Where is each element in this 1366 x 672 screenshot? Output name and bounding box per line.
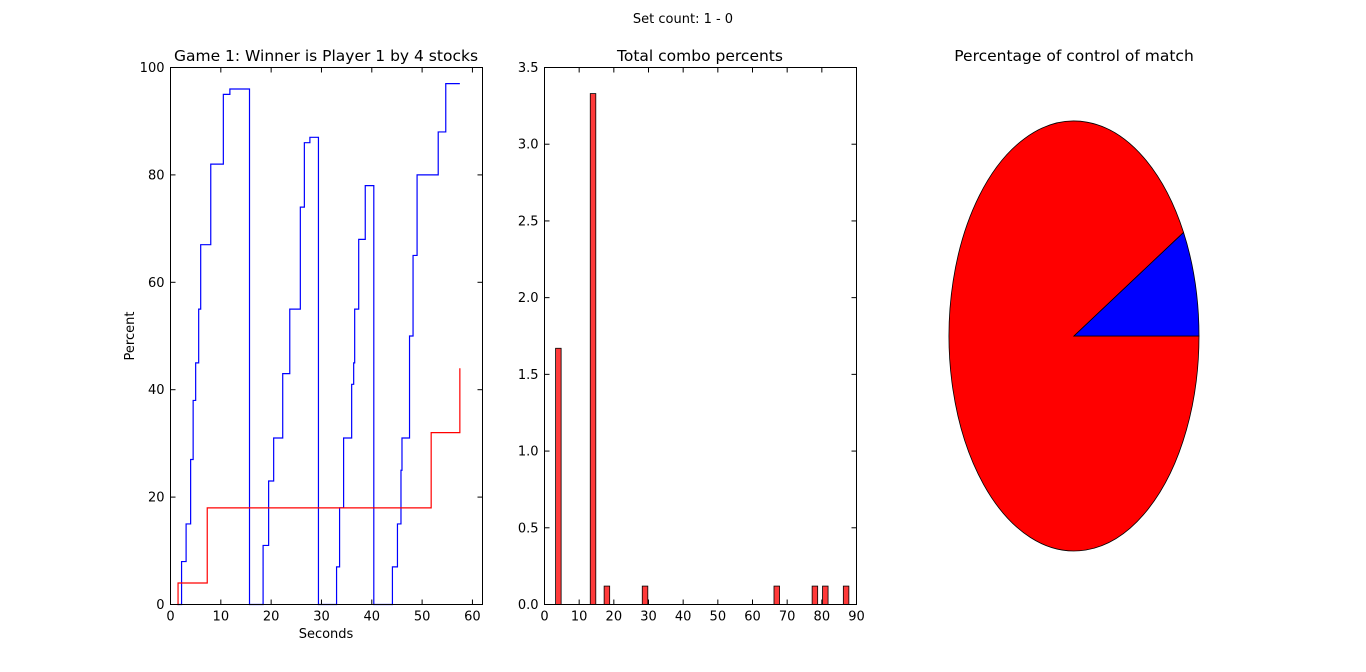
- line-chart-ticks: 0 10 20 30 40 50 60 0 20 40 60 80 100: [140, 61, 483, 625]
- pie-chart-slices-group: [948, 120, 1200, 552]
- bar-chart-y-tick-label: 1.5: [518, 368, 539, 383]
- line-chart-x-tick-label: 30: [313, 610, 330, 625]
- combo-bar: [773, 585, 780, 605]
- bar-chart-x-tick-label: 30: [640, 610, 657, 625]
- combo-bar: [811, 585, 819, 605]
- bar-chart-x-tick-label: 50: [710, 610, 727, 625]
- line-chart-y-tick-label: 0: [156, 598, 164, 613]
- line-chart-title: Game 1: Winner is Player 1 by 4 stocks: [174, 47, 478, 65]
- line-chart-x-tick-label: 50: [414, 610, 431, 625]
- line-chart-x-tick-label: 10: [213, 610, 230, 625]
- line-chart-y-tick-label: 100: [140, 61, 165, 76]
- bar-chart-axes-frame: [544, 67, 857, 605]
- line-chart-axes-frame: [170, 67, 483, 605]
- bar-chart-title: Total combo percents: [616, 47, 783, 65]
- pie-slice-1: [948, 120, 1200, 552]
- line-chart-x-tick-label: 40: [364, 610, 381, 625]
- percent-line-chart: Game 1: Winner is Player 1 by 4 stocks S…: [123, 47, 483, 642]
- control-pie-chart: Percentage of control of match: [948, 47, 1200, 552]
- bar-chart-x-tick-label: 0: [540, 610, 548, 625]
- line-chart-x-axis-label: Seconds: [299, 627, 354, 642]
- figure-suptitle: Set count: 1 - 0: [633, 12, 733, 27]
- bar-chart-x-tick-label: 70: [779, 610, 796, 625]
- bar-chart-y-tick-label: 0.0: [518, 598, 539, 613]
- bar-chart-x-tick-label: 20: [606, 610, 623, 625]
- line-chart-x-tick-label: 20: [263, 610, 280, 625]
- line-chart-series-group: [177, 83, 461, 606]
- bar-chart-y-tick-label: 1.0: [518, 445, 539, 460]
- line-chart-y-tick-label: 40: [148, 383, 165, 398]
- line-chart-x-tick-label: 60: [464, 610, 481, 625]
- line-chart-y-tick-label: 20: [148, 491, 165, 506]
- combo-bar: [589, 93, 597, 605]
- combo-bar: [641, 585, 649, 605]
- pie-slice-2: [1072, 231, 1200, 337]
- line-series-2: [177, 368, 461, 606]
- bar-chart-ticks: 0 10 20 30 40 50 60 70 80 90 0.0 0.5 1.0 1.5 2.0 2.5 3.0…: [518, 61, 865, 625]
- bar-chart-y-tick-label: 3.5: [518, 61, 539, 76]
- line-series-1: [178, 83, 460, 606]
- bar-chart-x-tick-label: 80: [814, 610, 831, 625]
- bar-chart-y-tick-label: 2.0: [518, 291, 539, 306]
- combo-bar-chart: Total combo percents 0 10 20 30 40 50 60 70 80 90…: [518, 47, 865, 625]
- bar-chart-x-tick-label: 10: [571, 610, 588, 625]
- line-chart-x-tick-label: 0: [166, 610, 174, 625]
- bar-chart-y-tick-label: 3.0: [518, 138, 539, 153]
- bar-chart-y-tick-label: 0.5: [518, 521, 539, 536]
- pie-chart-title: Percentage of control of match: [954, 47, 1194, 65]
- bar-chart-x-tick-label: 90: [848, 610, 865, 625]
- bar-chart-x-tick-label: 60: [744, 610, 761, 625]
- line-chart-y-tick-label: 60: [148, 276, 165, 291]
- line-chart-y-axis-label: Percent: [123, 312, 138, 361]
- combo-bar: [555, 347, 562, 605]
- combo-bar: [822, 585, 829, 605]
- combo-bar: [842, 585, 850, 605]
- bar-chart-x-tick-label: 40: [675, 610, 692, 625]
- bar-chart-bars-group: [555, 93, 850, 605]
- bar-chart-y-tick-label: 2.5: [518, 214, 539, 229]
- line-chart-y-tick-label: 80: [148, 168, 165, 183]
- combo-bar: [603, 585, 611, 605]
